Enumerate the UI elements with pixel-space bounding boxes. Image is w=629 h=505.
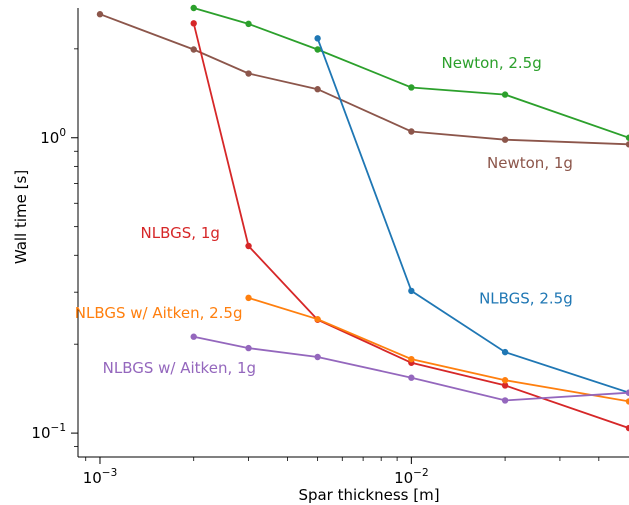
data-point [190, 20, 197, 27]
y-tick-label: 10−1 [31, 422, 66, 442]
series-labels: Newton, 2.5g Newton, 1g NLBGS, 2.5g NLBGS, … [75, 54, 573, 377]
series-layer [96, 4, 629, 432]
series-nlbgs-w-aitken-2-5g [245, 294, 629, 405]
data-point [190, 4, 197, 12]
data-point [408, 84, 415, 91]
series-newton-1g [96, 11, 629, 148]
data-point [314, 316, 321, 323]
data-point [501, 382, 509, 389]
y-tick-label: 100 [40, 127, 66, 147]
series-line [193, 335, 629, 402]
x-tick-label: 10−2 [394, 467, 429, 487]
data-point [501, 377, 509, 384]
data-point [245, 70, 252, 77]
data-point [314, 46, 321, 53]
data-point [408, 287, 415, 295]
data-point [190, 46, 197, 53]
series-label: Newton, 2.5g [442, 54, 542, 72]
series-line [193, 7, 629, 139]
data-point [245, 344, 252, 352]
series-label: Newton, 1g [487, 154, 573, 172]
data-point [314, 86, 321, 93]
data-point [96, 11, 104, 18]
series-line [99, 13, 629, 146]
data-point [245, 294, 252, 302]
data-point [625, 141, 629, 148]
series-label: NLBGS, 1g [141, 224, 220, 242]
axes: 10−3 10−2 10−1 100 [31, 8, 629, 487]
series-nlbgs-2-5g [314, 35, 629, 396]
series-label: NLBGS w/ Aitken, 2.5g [75, 304, 243, 322]
data-point [245, 20, 252, 28]
series-nlbgs-1g [190, 20, 629, 432]
data-point [314, 35, 321, 42]
data-point [314, 353, 321, 361]
series-label: NLBGS, 2.5g [479, 289, 573, 307]
x-axis-label: Spar thickness [m] [298, 486, 439, 504]
data-point [408, 374, 415, 381]
series-nlbgs-w-aitken-1g [190, 333, 629, 404]
data-point [625, 134, 629, 141]
x-tick-label: 10−3 [83, 467, 118, 487]
y-axis-label: Wall time [s] [12, 170, 30, 264]
series-line [316, 38, 629, 394]
series-label: NLBGS w/ Aitken, 1g [103, 359, 256, 377]
data-point [625, 424, 629, 432]
data-point [408, 355, 415, 363]
data-point [501, 136, 509, 143]
data-point [625, 398, 629, 405]
series-line [248, 297, 629, 403]
data-point [501, 91, 509, 98]
data-point [625, 389, 629, 396]
data-point [501, 348, 509, 356]
series-line [192, 23, 629, 429]
data-point [408, 128, 415, 135]
data-point [501, 397, 509, 404]
series-newton-2-5g [190, 4, 629, 141]
data-point [190, 333, 197, 340]
data-point [245, 242, 252, 250]
